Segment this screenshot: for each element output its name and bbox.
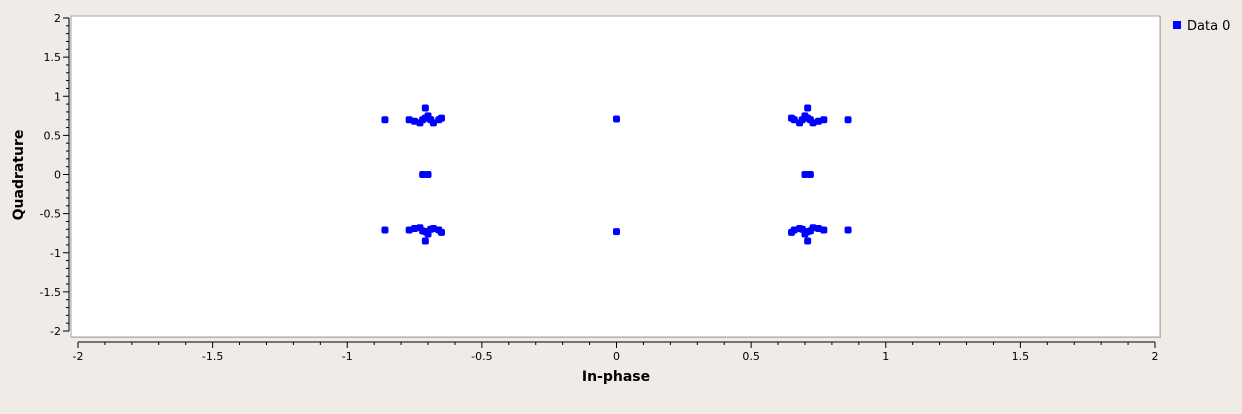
- y-tick-label: 1: [54, 90, 61, 103]
- data-point: [429, 119, 437, 127]
- legend[interactable]: Data 0: [1173, 19, 1230, 34]
- x-tick-label: -1: [342, 350, 353, 363]
- x-axis: -2 -1.5 -1 -0.5 0 0.5 1 1.5 2: [73, 341, 1159, 363]
- data-point: [844, 116, 852, 124]
- data-points: [381, 104, 852, 245]
- data-point: [801, 171, 809, 178]
- y-tick-label: -1.5: [40, 286, 61, 299]
- y-tick-label: 0: [54, 169, 61, 182]
- data-point: [844, 226, 852, 234]
- data-point: [788, 228, 796, 236]
- y-axis-title: Quadrature: [11, 130, 27, 221]
- x-tick-label: -1.5: [202, 350, 223, 363]
- plot-area: [70, 15, 1161, 338]
- data-point: [405, 116, 413, 124]
- x-axis-title: In-phase: [582, 369, 650, 385]
- data-point: [804, 228, 812, 236]
- y-tick-label: -2: [50, 325, 61, 338]
- data-point: [613, 115, 620, 123]
- data-point: [421, 228, 429, 236]
- x-tick-label: -2: [73, 350, 84, 363]
- data-point: [421, 104, 429, 112]
- x-tick-label: 2: [1152, 350, 1159, 363]
- data-point: [820, 226, 828, 234]
- x-tick-label: 0: [613, 350, 620, 363]
- data-point: [820, 116, 828, 124]
- data-point: [804, 114, 812, 122]
- x-tick-label: 1: [882, 350, 889, 363]
- data-point: [429, 224, 437, 232]
- data-point: [437, 228, 445, 236]
- data-point: [421, 237, 429, 245]
- data-point: [381, 116, 389, 124]
- data-point: [814, 117, 822, 125]
- data-point: [804, 237, 812, 245]
- data-point: [419, 171, 427, 178]
- data-point: [613, 228, 620, 236]
- x-tick-label: 0.5: [742, 350, 760, 363]
- legend-label-data-0: Data 0: [1187, 19, 1230, 34]
- data-point: [405, 226, 413, 234]
- x-tick-label: -0.5: [471, 350, 492, 363]
- y-tick-label: 2: [54, 12, 61, 25]
- y-tick-label: 0.5: [44, 129, 62, 142]
- data-point: [381, 226, 389, 234]
- data-point: [814, 224, 822, 232]
- data-point: [796, 224, 804, 232]
- data-point: [806, 171, 814, 178]
- data-point: [804, 104, 812, 112]
- data-point: [424, 171, 432, 178]
- data-point: [437, 114, 445, 122]
- data-point: [788, 114, 796, 122]
- data-point: [411, 117, 419, 125]
- y-axis: 2 1.5 1 0.5 0 -0.5 -1 -1.5 -2: [40, 12, 70, 338]
- data-point: [411, 224, 419, 232]
- data-point: [421, 114, 429, 122]
- x-tick-label: 1.5: [1012, 350, 1030, 363]
- y-tick-label: 1.5: [44, 51, 62, 64]
- legend-swatch-data-0: [1173, 21, 1181, 29]
- y-tick-label: -1: [50, 247, 61, 260]
- data-point: [796, 119, 804, 127]
- y-tick-label: -0.5: [40, 208, 61, 221]
